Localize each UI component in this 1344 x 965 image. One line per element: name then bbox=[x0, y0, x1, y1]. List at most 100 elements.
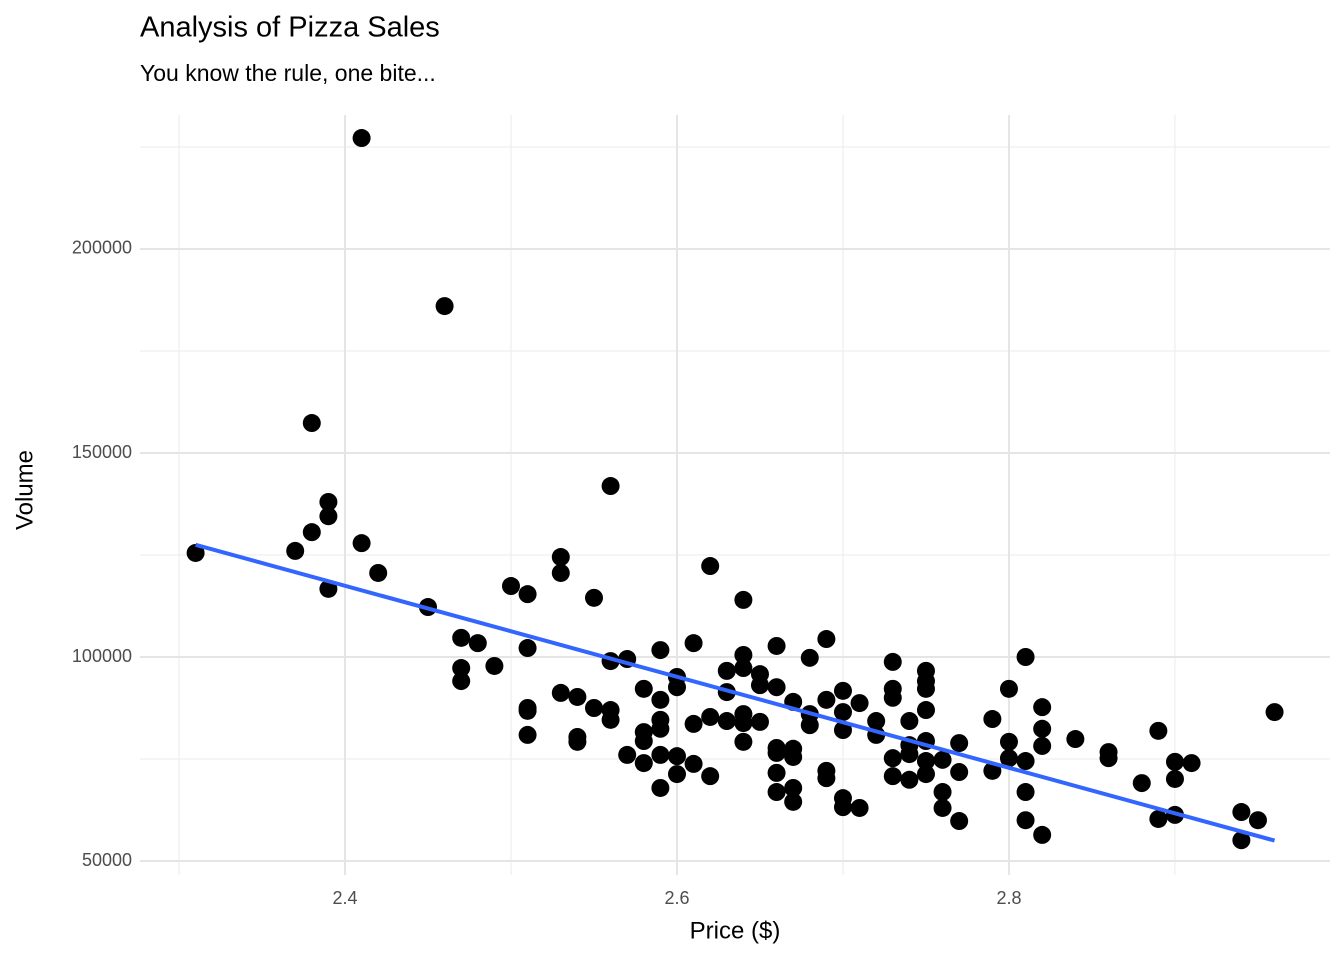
data-point bbox=[717, 712, 736, 731]
data-point bbox=[468, 634, 487, 653]
data-point bbox=[684, 634, 703, 653]
data-point bbox=[369, 563, 388, 582]
data-point bbox=[1149, 721, 1168, 740]
data-point bbox=[485, 656, 504, 675]
trend-line bbox=[195, 542, 1276, 843]
data-point bbox=[817, 630, 836, 649]
data-point bbox=[800, 716, 819, 735]
data-point bbox=[551, 563, 570, 582]
data-point bbox=[717, 661, 736, 680]
x-tick-label: 2.8 bbox=[996, 888, 1021, 908]
x-tick-label: 2.4 bbox=[332, 888, 357, 908]
data-point bbox=[186, 543, 205, 562]
data-point bbox=[1033, 719, 1052, 738]
data-point bbox=[319, 507, 338, 526]
data-point bbox=[767, 763, 786, 782]
y-tick-label: 150000 bbox=[72, 442, 132, 462]
data-point bbox=[734, 659, 753, 678]
data-point bbox=[933, 783, 952, 802]
data-point bbox=[651, 641, 670, 660]
data-point bbox=[1132, 774, 1151, 793]
data-point bbox=[767, 743, 786, 762]
data-point bbox=[1016, 811, 1035, 830]
data-point bbox=[916, 752, 935, 771]
data-point bbox=[883, 652, 902, 671]
data-point bbox=[618, 745, 637, 764]
data-point bbox=[750, 676, 769, 695]
data-point bbox=[601, 477, 620, 496]
data-point bbox=[452, 628, 471, 647]
data-point bbox=[551, 683, 570, 702]
data-point bbox=[518, 585, 537, 604]
data-point bbox=[999, 679, 1018, 698]
chart-subtitle: You know the rule, one bite... bbox=[140, 60, 436, 86]
chart-title: Analysis of Pizza Sales bbox=[140, 12, 440, 44]
x-tick-label: 2.6 bbox=[664, 888, 689, 908]
data-point bbox=[999, 732, 1018, 751]
data-point bbox=[1033, 825, 1052, 844]
data-point bbox=[767, 783, 786, 802]
data-point bbox=[452, 659, 471, 678]
data-point bbox=[452, 672, 471, 691]
data-point bbox=[518, 701, 537, 720]
data-point bbox=[518, 725, 537, 744]
data-point bbox=[734, 590, 753, 609]
data-point bbox=[634, 732, 653, 751]
x-axis-title: Price ($) bbox=[690, 917, 781, 944]
data-point bbox=[302, 414, 321, 433]
data-point bbox=[701, 557, 720, 576]
data-point bbox=[833, 798, 852, 817]
data-point bbox=[701, 767, 720, 786]
data-point bbox=[584, 699, 603, 718]
y-tick-label: 50000 bbox=[82, 850, 132, 870]
data-point bbox=[950, 763, 969, 782]
data-point bbox=[568, 732, 587, 751]
data-point bbox=[684, 754, 703, 773]
data-point bbox=[667, 747, 686, 766]
data-point bbox=[933, 750, 952, 769]
data-point bbox=[734, 732, 753, 751]
data-point bbox=[950, 812, 969, 831]
data-point bbox=[833, 681, 852, 700]
data-point bbox=[319, 492, 338, 511]
data-point bbox=[900, 712, 919, 731]
data-point bbox=[916, 765, 935, 784]
y-axis-title: Volume bbox=[11, 450, 38, 530]
data-point bbox=[734, 645, 753, 664]
data-point bbox=[1248, 811, 1267, 830]
data-point bbox=[518, 639, 537, 658]
data-point bbox=[833, 703, 852, 722]
data-point bbox=[900, 745, 919, 764]
data-point bbox=[850, 694, 869, 713]
data-point bbox=[1066, 730, 1085, 749]
data-point bbox=[900, 770, 919, 789]
data-point bbox=[767, 636, 786, 655]
data-point bbox=[651, 778, 670, 797]
y-tick-label: 200000 bbox=[72, 238, 132, 258]
data-point bbox=[286, 541, 305, 560]
data-point bbox=[883, 688, 902, 707]
data-point bbox=[1149, 809, 1168, 828]
data-point bbox=[634, 754, 653, 773]
data-point bbox=[883, 749, 902, 768]
data-point bbox=[701, 707, 720, 726]
data-point bbox=[551, 548, 570, 567]
data-point bbox=[750, 712, 769, 731]
data-point bbox=[651, 745, 670, 764]
data-point bbox=[950, 734, 969, 753]
data-point bbox=[784, 792, 803, 811]
data-point bbox=[734, 714, 753, 733]
data-point bbox=[1232, 803, 1251, 822]
data-point bbox=[800, 648, 819, 667]
data-point bbox=[1016, 648, 1035, 667]
data-point bbox=[1182, 754, 1201, 773]
data-point bbox=[352, 129, 371, 148]
data-point bbox=[1033, 736, 1052, 755]
data-point bbox=[634, 679, 653, 698]
data-point bbox=[1265, 703, 1284, 722]
data-point bbox=[883, 767, 902, 786]
data-point bbox=[1232, 831, 1251, 850]
data-point bbox=[1016, 783, 1035, 802]
